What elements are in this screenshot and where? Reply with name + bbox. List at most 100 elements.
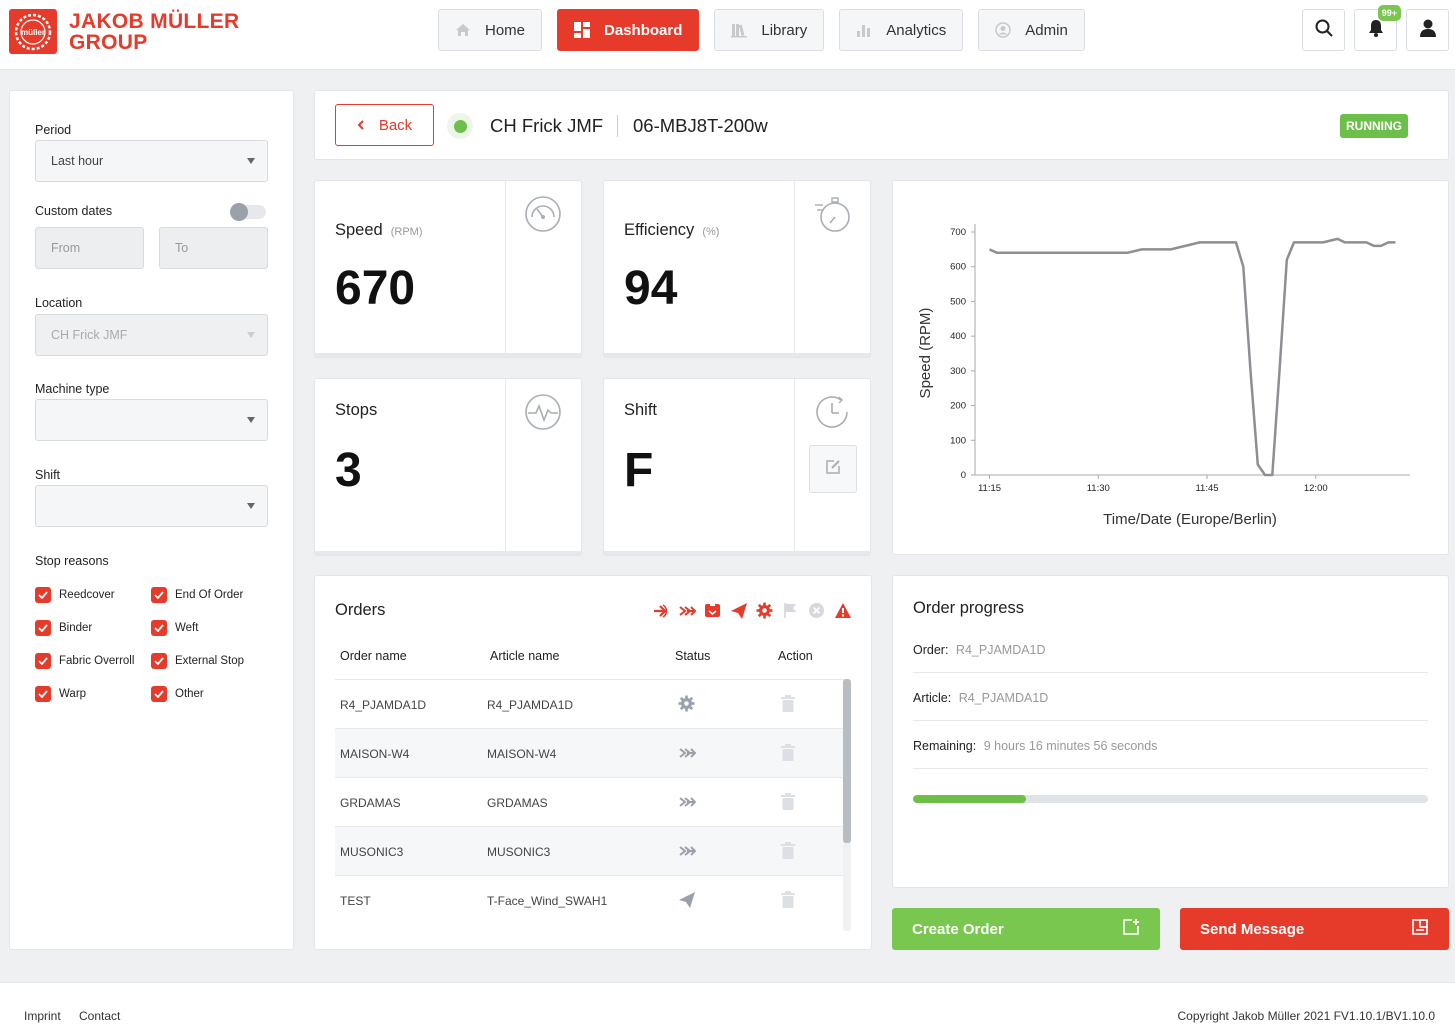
search-button[interactable] [1302, 9, 1345, 51]
progress-remaining-value: 9 hours 16 minutes 56 seconds [983, 739, 1158, 753]
nav-admin-button[interactable]: Admin [978, 9, 1085, 51]
filter-sidebar: Period Last hour Custom dates From To Lo… [9, 90, 294, 950]
stop-reason-label: Warp [59, 688, 87, 700]
col-header-action[interactable]: Action [778, 649, 813, 663]
nav-library-button[interactable]: Library [714, 9, 825, 51]
speed-series-line [988, 237, 1396, 477]
table-row[interactable]: GRDAMAS GRDAMAS [335, 777, 845, 826]
period-value: Last hour [51, 154, 104, 168]
nav-analytics-label: Analytics [886, 21, 947, 39]
send-message-button[interactable]: Send Message [1180, 908, 1449, 950]
location-select[interactable]: CH Frick JMF [35, 314, 268, 356]
shift-select[interactable] [35, 485, 268, 527]
analytics-icon [856, 22, 872, 38]
y-tick-label: 600 [950, 262, 966, 273]
stop-reason-checkbox[interactable]: Warp [35, 686, 86, 702]
check-icon [35, 587, 51, 603]
trash-icon[interactable] [781, 842, 795, 862]
progress-order-value: R4_PJAMDA1D [955, 643, 1046, 657]
x-axis-label: Time/Date (Europe/Berlin) [1103, 511, 1277, 528]
y-tick-label: 100 [950, 435, 966, 446]
x-tick-label: 11:15 [978, 483, 1001, 494]
back-label: Back [378, 116, 413, 134]
machine-header: Back CH Frick JMF 06-MBJ8T-200w RUNNING [314, 90, 1449, 160]
trash-icon[interactable] [781, 744, 795, 764]
chevron-down-icon [247, 417, 255, 423]
gear-icon [678, 695, 695, 715]
speed-title-text: Speed [335, 221, 383, 239]
flag-icon[interactable] [781, 601, 800, 620]
order-name-cell: R4_PJAMDA1D [340, 698, 427, 712]
arrow-right-icon[interactable] [651, 601, 670, 620]
to-date-placeholder: To [175, 241, 189, 255]
stop-reason-checkbox[interactable]: Binder [35, 620, 92, 636]
check-icon [151, 653, 167, 669]
stop-reason-checkbox[interactable]: External Stop [151, 653, 244, 669]
stop-reason-checkbox[interactable]: Fabric Overroll [35, 653, 134, 669]
period-select[interactable]: Last hour [35, 140, 268, 182]
efficiency-value: 94 [624, 262, 678, 315]
create-order-button[interactable]: Create Order [892, 908, 1160, 950]
imprint-link[interactable]: Imprint [24, 1009, 61, 1023]
table-row[interactable]: R4_PJAMDA1D R4_PJAMDA1D [335, 679, 845, 728]
stop-reason-checkbox[interactable]: End Of Order [151, 587, 243, 603]
contact-link[interactable]: Contact [79, 1009, 121, 1023]
notifications-button[interactable]: 99+ [1354, 5, 1401, 51]
logo-mark: müller [9, 9, 57, 54]
stop-reason-checkbox[interactable]: Other [151, 686, 204, 702]
table-row[interactable]: MUSONIC3 MUSONIC3 [335, 826, 845, 875]
archive-icon[interactable] [703, 601, 722, 620]
location-value: CH Frick JMF [51, 328, 128, 342]
send-message-label: Send Message [1200, 920, 1305, 938]
y-tick-label: 200 [950, 401, 966, 412]
logo-line-1: JAKOB MÜLLER [69, 9, 240, 33]
company-logo[interactable]: müller JAKOB MÜLLER GROUP [9, 9, 239, 54]
custom-dates-toggle[interactable] [230, 203, 266, 221]
user-menu-button[interactable] [1406, 9, 1449, 51]
toggle-knob [230, 203, 248, 221]
nav-dashboard-button[interactable]: Dashboard [557, 9, 700, 51]
speed-unit: (RPM) [390, 226, 423, 238]
stop-reason-checkbox[interactable]: Weft [151, 620, 198, 636]
edit-shift-button[interactable] [809, 445, 857, 493]
order-progress-bar [913, 795, 1428, 803]
trash-icon[interactable] [781, 793, 795, 813]
back-button[interactable]: Back [335, 104, 434, 146]
trash-icon[interactable] [781, 695, 795, 715]
gear-icon[interactable] [755, 601, 774, 620]
nav-analytics-button[interactable]: Analytics [839, 9, 964, 51]
stop-reason-checkbox[interactable]: Reedcover [35, 587, 115, 603]
stop-reason-label: End Of Order [175, 589, 244, 601]
col-header-status[interactable]: Status [675, 649, 711, 663]
col-header-article-name[interactable]: Article name [490, 649, 560, 663]
speed-chart: 0 100 200 300 400 500 600 700 11:15 11:30 11:45 12:… [917, 224, 1410, 528]
home-icon [455, 22, 471, 38]
machine-status-dot [447, 113, 473, 139]
efficiency-unit: (%) [702, 226, 720, 238]
progress-article-value: R4_PJAMDA1D [958, 691, 1049, 705]
card-footer-strip [604, 353, 870, 357]
shift-card: Shift F [603, 378, 871, 556]
scrollbar-thumb[interactable] [843, 679, 851, 843]
check-icon [35, 620, 51, 636]
nav-home-button[interactable]: Home [438, 9, 543, 51]
orders-scrollbar[interactable] [843, 679, 851, 931]
forward-icon[interactable] [677, 601, 696, 620]
send-icon[interactable] [729, 601, 748, 620]
from-date-input[interactable]: From [35, 227, 144, 269]
order-name-cell: TEST [340, 894, 371, 908]
status-badge: RUNNING [1340, 114, 1408, 138]
machine-type-select[interactable] [35, 399, 268, 441]
admin-user-icon [995, 22, 1012, 38]
trash-icon[interactable] [781, 891, 795, 911]
stops-title: Stops [335, 401, 378, 419]
create-order-label: Create Order [912, 920, 1004, 938]
table-row[interactable]: MAISON-W4 MAISON-W4 [335, 728, 845, 777]
y-tick-label: 500 [950, 296, 966, 307]
cancel-icon[interactable] [807, 601, 826, 620]
warning-icon[interactable] [833, 601, 852, 620]
table-row[interactable]: TEST T-Face_Wind_SWAH1 [335, 875, 845, 924]
col-header-order-name[interactable]: Order name [340, 649, 407, 663]
to-date-input[interactable]: To [159, 227, 268, 269]
add-document-icon [1122, 918, 1140, 940]
